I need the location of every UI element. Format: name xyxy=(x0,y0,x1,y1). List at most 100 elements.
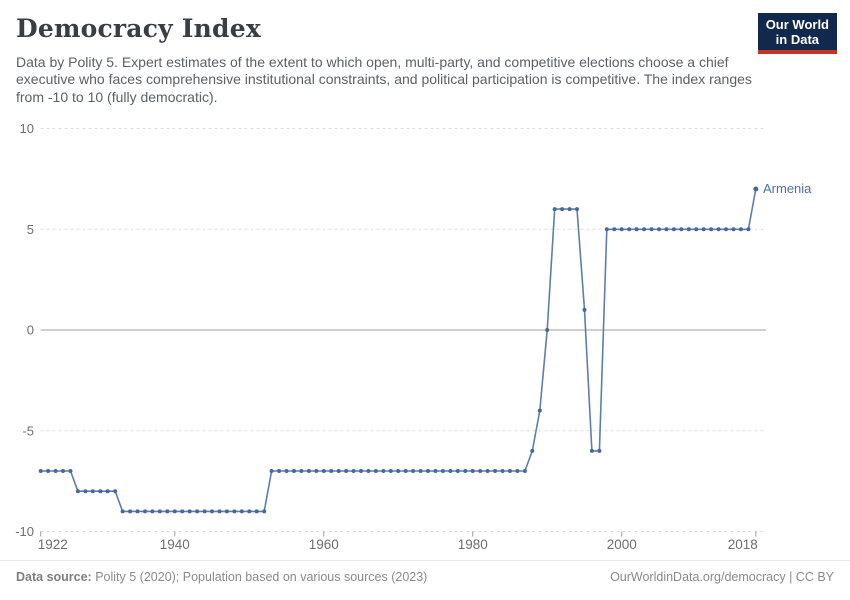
data-point-1965[interactable] xyxy=(359,469,363,473)
data-point-1997[interactable] xyxy=(597,448,602,453)
data-point-2017[interactable] xyxy=(746,227,751,232)
data-point-2000[interactable] xyxy=(619,227,624,232)
data-point-1953[interactable] xyxy=(269,469,274,473)
data-point-1971[interactable] xyxy=(403,469,408,473)
owid-url-link[interactable]: OurWorldinData.org/democracy | CC BY xyxy=(610,570,834,584)
data-point-1943[interactable] xyxy=(195,509,200,514)
data-point-1959[interactable] xyxy=(314,469,319,473)
data-point-1954[interactable] xyxy=(277,469,282,473)
data-point-1983[interactable] xyxy=(493,469,498,473)
data-point-1952[interactable] xyxy=(262,509,267,514)
data-point-2011[interactable] xyxy=(701,227,706,232)
series-label-armenia[interactable]: Armenia xyxy=(763,181,812,196)
data-point-1984[interactable] xyxy=(500,469,505,473)
data-point-1963[interactable] xyxy=(344,469,349,473)
data-point-1929[interactable] xyxy=(90,489,95,494)
data-point-1995[interactable] xyxy=(582,307,587,312)
data-point-1933[interactable] xyxy=(120,509,125,514)
data-point-2016[interactable] xyxy=(738,227,743,232)
data-point-1966[interactable] xyxy=(366,469,371,473)
data-point-2002[interactable] xyxy=(634,227,639,232)
data-point-1935[interactable] xyxy=(135,509,140,514)
data-point-1939[interactable] xyxy=(165,509,170,514)
data-point-1981[interactable] xyxy=(478,469,483,473)
data-point-1928[interactable] xyxy=(83,489,88,494)
data-point-1961[interactable] xyxy=(329,469,334,473)
data-point-1975[interactable] xyxy=(433,469,438,473)
data-point-1998[interactable] xyxy=(604,227,609,232)
data-point-1962[interactable] xyxy=(336,469,341,473)
data-point-1950[interactable] xyxy=(247,509,252,514)
data-point-1924[interactable] xyxy=(53,469,58,473)
data-point-2018[interactable] xyxy=(753,186,759,192)
data-point-1979[interactable] xyxy=(463,469,468,473)
data-point-1944[interactable] xyxy=(202,509,207,514)
data-point-1949[interactable] xyxy=(239,509,244,514)
data-point-1999[interactable] xyxy=(612,227,617,232)
data-point-1948[interactable] xyxy=(232,509,237,514)
data-point-1951[interactable] xyxy=(254,509,259,514)
data-point-1986[interactable] xyxy=(515,469,520,473)
data-point-1940[interactable] xyxy=(172,509,177,514)
data-point-1996[interactable] xyxy=(589,448,594,453)
data-point-2007[interactable] xyxy=(671,227,676,232)
data-point-1934[interactable] xyxy=(128,509,133,514)
data-point-1958[interactable] xyxy=(306,469,311,473)
data-point-1990[interactable] xyxy=(545,328,550,332)
data-point-1977[interactable] xyxy=(448,469,453,473)
data-point-2015[interactable] xyxy=(731,227,736,232)
data-point-1976[interactable] xyxy=(440,469,445,473)
data-point-2003[interactable] xyxy=(642,227,647,232)
data-point-1968[interactable] xyxy=(381,469,386,473)
data-point-2013[interactable] xyxy=(716,227,721,232)
data-point-1987[interactable] xyxy=(522,469,527,473)
data-point-1985[interactable] xyxy=(508,469,512,473)
data-point-1946[interactable] xyxy=(217,509,222,514)
data-point-2009[interactable] xyxy=(686,227,691,232)
data-point-1964[interactable] xyxy=(351,469,356,473)
data-point-1978[interactable] xyxy=(455,469,460,473)
data-point-1923[interactable] xyxy=(46,469,51,473)
data-point-1993[interactable] xyxy=(567,207,572,212)
data-point-1937[interactable] xyxy=(150,509,155,514)
data-point-1994[interactable] xyxy=(575,207,579,212)
data-point-2008[interactable] xyxy=(679,227,684,232)
owid-logo[interactable]: Our World in Data xyxy=(757,13,837,54)
data-point-1945[interactable] xyxy=(210,509,214,514)
data-point-1989[interactable] xyxy=(537,408,542,413)
data-point-1927[interactable] xyxy=(75,489,80,494)
data-point-1957[interactable] xyxy=(299,469,304,473)
data-point-1967[interactable] xyxy=(373,469,378,473)
data-point-1932[interactable] xyxy=(113,489,118,494)
data-point-1973[interactable] xyxy=(418,469,423,473)
data-point-1970[interactable] xyxy=(396,469,401,473)
data-point-2006[interactable] xyxy=(664,227,669,232)
data-point-2012[interactable] xyxy=(709,227,714,232)
data-point-1931[interactable] xyxy=(105,489,110,494)
data-point-1969[interactable] xyxy=(388,469,393,473)
data-point-1938[interactable] xyxy=(157,509,162,514)
data-point-2004[interactable] xyxy=(649,227,654,232)
data-point-1960[interactable] xyxy=(321,469,326,473)
data-point-1991[interactable] xyxy=(552,207,557,212)
data-point-1992[interactable] xyxy=(560,207,565,212)
data-point-1925[interactable] xyxy=(61,469,65,473)
data-point-1972[interactable] xyxy=(411,469,416,473)
data-point-1941[interactable] xyxy=(180,509,185,514)
data-point-1956[interactable] xyxy=(292,469,296,473)
data-point-1974[interactable] xyxy=(426,469,430,473)
data-point-1922[interactable] xyxy=(38,469,43,473)
data-point-2014[interactable] xyxy=(724,227,728,232)
data-point-1980[interactable] xyxy=(470,469,475,473)
data-point-2001[interactable] xyxy=(627,227,632,232)
data-point-1982[interactable] xyxy=(485,469,490,473)
data-point-1955[interactable] xyxy=(284,469,289,473)
data-point-1988[interactable] xyxy=(530,448,535,453)
data-point-1926[interactable] xyxy=(68,469,73,473)
data-point-1936[interactable] xyxy=(143,509,147,514)
data-point-2005[interactable] xyxy=(657,227,661,232)
data-point-1930[interactable] xyxy=(98,489,103,494)
data-point-2010[interactable] xyxy=(694,227,699,232)
data-point-1947[interactable] xyxy=(224,509,229,514)
